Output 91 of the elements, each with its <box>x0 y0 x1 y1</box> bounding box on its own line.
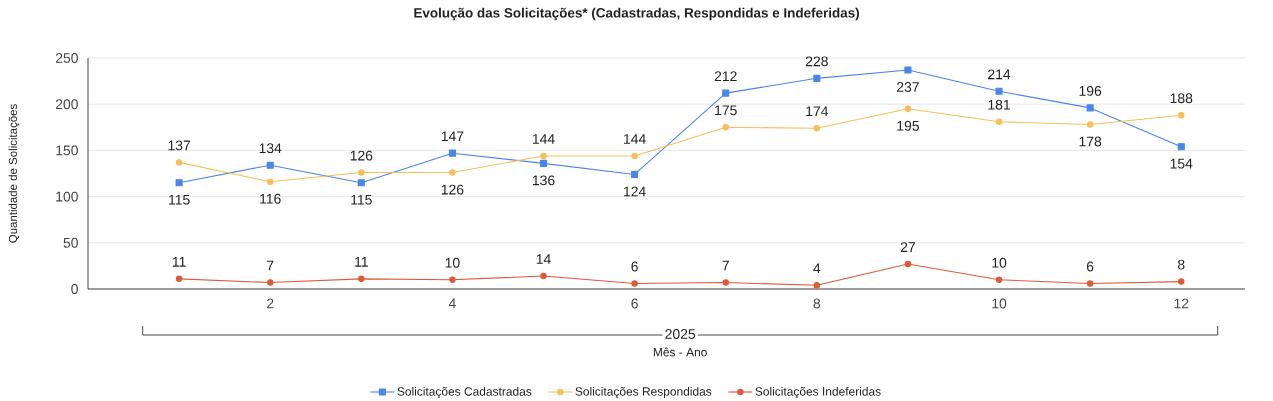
point <box>722 89 730 97</box>
data-label: 10 <box>445 257 460 268</box>
point <box>539 159 548 167</box>
data-label: 212 <box>714 71 737 81</box>
y-tick-label: 50 <box>63 237 78 248</box>
data-label: 144 <box>532 134 555 144</box>
point <box>904 105 912 113</box>
data-label: 196 <box>1079 85 1102 96</box>
data-label: 6 <box>631 261 638 272</box>
data-label: 237 <box>897 82 919 92</box>
point <box>1086 280 1094 287</box>
data-label: 27 <box>900 242 915 252</box>
point <box>904 66 912 74</box>
point <box>722 124 729 131</box>
data-label: 4 <box>813 263 821 274</box>
data-label: 124 <box>624 186 646 197</box>
point <box>1177 143 1185 151</box>
data-label: 116 <box>260 193 281 204</box>
point <box>175 275 183 283</box>
data-label: 174 <box>806 106 829 117</box>
x-tick-label: 6 <box>631 298 638 309</box>
point <box>995 118 1003 125</box>
point <box>904 260 912 268</box>
data-label: 7 <box>267 260 274 271</box>
point <box>540 152 547 160</box>
point <box>1178 278 1185 285</box>
data-label: 154 <box>1170 158 1193 169</box>
point <box>358 169 365 176</box>
data-label: 11 <box>355 257 368 267</box>
data-label: 8 <box>1177 259 1185 270</box>
point <box>175 179 183 187</box>
point <box>266 161 274 169</box>
data-label: 147 <box>441 131 464 141</box>
legend-label: Solicitações Cadastradas <box>397 386 532 399</box>
point <box>631 280 638 287</box>
legend-label: Solicitações Respondidas <box>575 386 712 399</box>
data-label: 175 <box>715 105 737 116</box>
data-label: 195 <box>897 120 919 131</box>
point <box>1086 121 1094 128</box>
point <box>995 87 1003 95</box>
x-tick-label: 8 <box>813 298 821 309</box>
x-tick-label: 10 <box>992 298 1007 309</box>
point <box>813 282 821 289</box>
data-label: 134 <box>259 143 282 154</box>
y-tick-label: 100 <box>56 191 78 202</box>
text: 2025 <box>665 329 696 339</box>
data-label: 10 <box>992 257 1007 268</box>
data-label: 11 <box>172 257 186 267</box>
data-label: 6 <box>1086 261 1094 272</box>
point <box>631 152 638 160</box>
data-label: 126 <box>441 184 464 195</box>
point <box>631 170 639 178</box>
point <box>449 169 456 176</box>
y-axis-title: Quantidade de Solicitações <box>8 104 20 243</box>
data-label: 115 <box>169 194 190 205</box>
point <box>266 279 274 286</box>
point <box>813 124 821 132</box>
data-label: 178 <box>1079 136 1102 147</box>
x-tick-label: 2 <box>267 298 274 309</box>
legend-label: Solicitações Indeferidas <box>755 386 881 399</box>
data-label: 228 <box>805 56 828 67</box>
data-label: 14 <box>536 254 551 264</box>
point <box>266 178 274 186</box>
data-label: 144 <box>624 134 646 144</box>
y-tick-label: 0 <box>71 284 78 294</box>
y-tick-label: 200 <box>55 99 78 110</box>
x-tick-label: 12 <box>1174 298 1189 309</box>
y-tick-label: 150 <box>56 145 78 156</box>
point <box>722 279 729 286</box>
point <box>1178 112 1185 119</box>
point <box>358 275 365 283</box>
point <box>175 159 183 166</box>
point <box>449 276 456 284</box>
point <box>357 179 365 187</box>
data-label: 214 <box>988 69 1011 80</box>
point <box>540 272 547 280</box>
y-tick-label: 250 <box>55 53 78 63</box>
data-label: 188 <box>1170 93 1193 104</box>
data-label: 126 <box>350 150 373 161</box>
data-label: 181 <box>988 99 1010 110</box>
data-label: 115 <box>351 194 372 205</box>
point <box>448 149 456 157</box>
data-label: 137 <box>168 140 191 151</box>
data-label: 7 <box>722 260 729 271</box>
point <box>995 276 1003 284</box>
x-tick-label: 4 <box>448 298 456 309</box>
point <box>813 74 821 82</box>
x-axis-title: Mês - Ano <box>653 347 707 357</box>
point <box>1086 104 1094 112</box>
chart-title: Evolução das Solicitações* (Cadastradas, Respondidas e Indeferidas) <box>414 7 859 21</box>
data-label: 136 <box>532 175 555 186</box>
